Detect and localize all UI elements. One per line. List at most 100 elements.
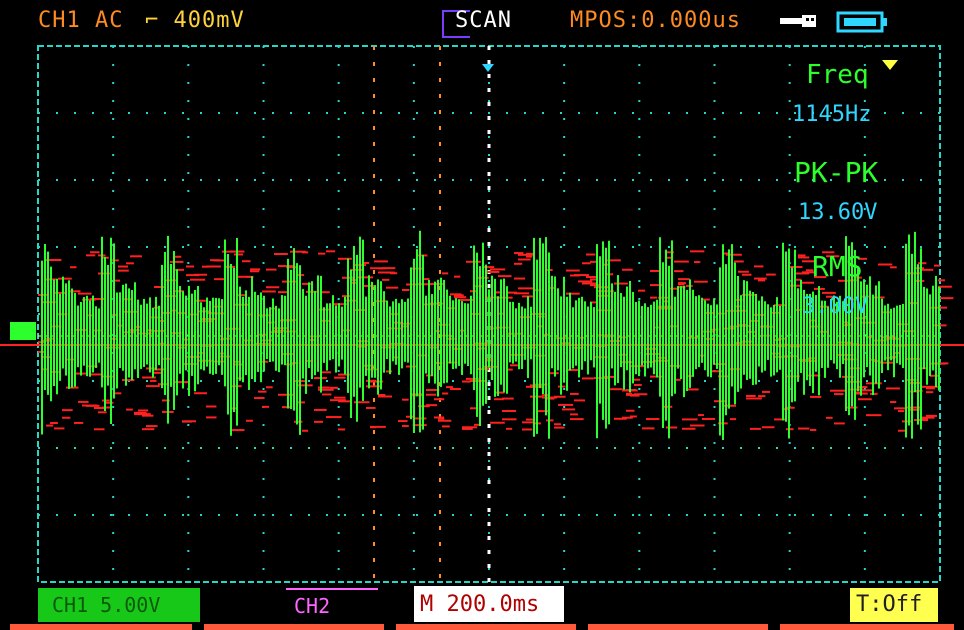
- ch2-sample: [742, 340, 755, 343]
- ch2-sample: [526, 418, 535, 421]
- ch2-sample: [38, 293, 49, 296]
- softkey-tab-1[interactable]: [10, 624, 192, 630]
- ch1-ground-marker: [10, 322, 36, 340]
- ch2-sample: [522, 421, 534, 424]
- ch2-sample: [118, 324, 125, 327]
- ch2-sample: [506, 291, 518, 294]
- ch2-sample: [310, 335, 317, 338]
- ch2-sample: [234, 363, 244, 366]
- ch2-sample: [138, 409, 149, 412]
- ch2-sample: [86, 365, 98, 368]
- ch2-sample: [238, 377, 245, 380]
- ch2-sample: [398, 420, 408, 423]
- ch2-sample: [566, 269, 580, 272]
- ch2-sample: [54, 427, 65, 430]
- ch2-sample: [702, 298, 710, 301]
- ch2-sample: [442, 392, 449, 395]
- ch2-sample: [134, 411, 147, 414]
- ch2-sample: [302, 429, 309, 432]
- ch2-sample: [494, 291, 503, 294]
- ch2-sample: [298, 401, 305, 404]
- ch2-sample: [322, 371, 331, 374]
- ch2-sample: [506, 368, 513, 371]
- softkey-tab-2[interactable]: [204, 624, 384, 630]
- top-status-bar: CH1 AC ⌐ 400mV SCAN MPOS:0.000us: [0, 0, 964, 44]
- ch2-sample: [558, 403, 574, 406]
- ch2-sample: [186, 355, 202, 358]
- ch2-sample: [790, 266, 803, 269]
- ch2-sample: [126, 262, 134, 265]
- trigger-status-label: T:Off: [856, 592, 923, 617]
- softkey-tab-4[interactable]: [588, 624, 768, 630]
- ch2-sample: [314, 408, 327, 411]
- ch2-sample: [334, 376, 346, 379]
- ch2-sample: [82, 298, 96, 301]
- ch2-scale-button[interactable]: CH2: [286, 588, 378, 626]
- ch2-sample: [938, 279, 945, 282]
- ch2-sample: [182, 420, 197, 423]
- ch2-sample: [906, 272, 921, 275]
- ch2-sample: [926, 387, 935, 390]
- ch2-sample: [794, 272, 810, 275]
- ch2-sample: [846, 380, 862, 383]
- ch2-sample: [890, 401, 897, 404]
- mode-indicator[interactable]: SCAN: [455, 8, 512, 33]
- ch2-sample: [594, 286, 610, 289]
- ch2-sample: [194, 392, 208, 395]
- ch2-sample: [434, 416, 445, 419]
- trigger-info[interactable]: ⌐ 400mV: [145, 8, 245, 33]
- ch2-sample: [878, 263, 893, 266]
- trigger-position-marker: [482, 64, 494, 72]
- ch2-sample: [454, 294, 464, 297]
- trigger-status-button[interactable]: T:Off: [850, 588, 938, 622]
- ch2-sample: [502, 410, 517, 413]
- ch2-sample: [922, 385, 938, 388]
- ch2-sample: [762, 334, 772, 337]
- ch2-sample: [318, 252, 326, 255]
- ch2-sample: [298, 274, 305, 277]
- ch2-sample: [862, 321, 876, 324]
- ch2-sample: [54, 291, 66, 294]
- ch2-sample: [214, 278, 225, 281]
- ch2-sample: [378, 271, 393, 274]
- ch2-sample: [690, 250, 705, 253]
- ch2-sample: [278, 265, 294, 268]
- ch2-sample: [490, 327, 497, 330]
- ch2-sample: [794, 278, 802, 281]
- ch2-sample: [202, 265, 210, 268]
- ch2-sample: [654, 359, 669, 362]
- ch2-sample: [154, 371, 162, 374]
- ch2-sample: [142, 376, 156, 379]
- softkey-tab-3[interactable]: [396, 624, 576, 630]
- ch2-sample: [118, 269, 129, 272]
- ch2-sample: [610, 388, 623, 391]
- ch2-sample: [302, 251, 309, 254]
- ch2-sample: [630, 394, 640, 397]
- ch1-scale-button[interactable]: CH1 5.00V: [38, 588, 200, 622]
- softkey-tab-5[interactable]: [780, 624, 954, 630]
- ch2-sample: [186, 274, 200, 277]
- ch2-sample: [162, 357, 172, 360]
- channel-info[interactable]: CH1 AC: [38, 8, 124, 33]
- ch2-sample: [206, 405, 217, 408]
- ch2-sample: [258, 333, 267, 336]
- ch2-sample: [70, 290, 81, 293]
- ch2-sample: [634, 383, 642, 386]
- ch2-sample: [754, 277, 767, 280]
- ch2-sample: [666, 251, 674, 254]
- mpos-readout[interactable]: MPOS:0.000us: [570, 8, 741, 33]
- ch2-sample: [746, 394, 756, 397]
- ch2-sample: [802, 260, 816, 263]
- ch2-sample: [138, 413, 151, 416]
- timebase-button[interactable]: M 200.0ms: [414, 586, 600, 622]
- ch2-sample: [554, 423, 562, 426]
- ch2-sample: [698, 414, 705, 417]
- ch2-sample: [78, 329, 87, 332]
- markers: [10, 60, 898, 340]
- ch2-sample: [598, 309, 612, 312]
- ch2-sample: [878, 361, 894, 364]
- ch2-sample: [574, 399, 586, 402]
- ch2-sample: [430, 302, 444, 305]
- ch2-sample: [490, 421, 505, 424]
